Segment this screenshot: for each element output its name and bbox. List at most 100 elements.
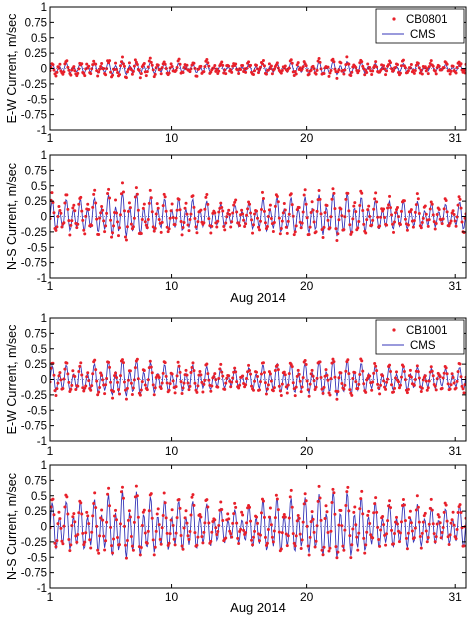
data-point (349, 391, 353, 395)
data-point (247, 200, 251, 204)
data-point (297, 516, 301, 520)
y-tick-label: 0.25 (25, 196, 47, 208)
data-point (446, 535, 450, 539)
data-point (442, 510, 446, 514)
data-point (75, 74, 79, 78)
data-point (458, 503, 462, 507)
data-point (305, 379, 309, 383)
data-point (85, 62, 89, 66)
data-point (111, 73, 115, 77)
data-point (80, 209, 84, 213)
data-point (437, 64, 441, 68)
data-point (237, 386, 241, 390)
data-point (164, 516, 168, 520)
data-point (231, 376, 235, 380)
data-point (195, 74, 199, 78)
data-point (354, 523, 358, 527)
data-point (117, 388, 121, 392)
y-tick-label: 0.5 (31, 344, 47, 356)
data-point (206, 372, 210, 376)
y-axis-label: E-W Current, m/sec (5, 14, 19, 124)
data-point (112, 537, 116, 541)
data-point (279, 71, 283, 75)
data-point (311, 374, 315, 378)
data-point (403, 519, 407, 523)
data-point (209, 389, 213, 393)
data-point (213, 64, 217, 68)
data-point (69, 73, 73, 77)
data-point (186, 534, 190, 538)
data-point (213, 518, 217, 522)
data-point (216, 219, 220, 223)
data-point (275, 363, 279, 367)
data-point (97, 551, 101, 555)
data-point (389, 369, 393, 373)
data-point (72, 512, 76, 516)
data-point (104, 224, 108, 228)
data-point (331, 187, 335, 191)
data-point (370, 388, 374, 392)
panel-4: 10.750.50.250-0.25-0.5-0.75-11 10 20 31N-S … (5, 460, 467, 615)
data-point (59, 526, 63, 530)
data-point (185, 521, 189, 525)
data-point (303, 358, 307, 362)
data-point (92, 502, 96, 506)
data-point (177, 498, 181, 502)
data-point (201, 541, 205, 545)
data-point (362, 382, 366, 386)
data-point (177, 197, 181, 201)
data-point (207, 521, 211, 525)
data-point (301, 65, 305, 69)
data-point (251, 543, 255, 547)
data-point (267, 515, 271, 519)
data-point (425, 388, 429, 392)
data-point (374, 191, 378, 195)
data-point (312, 379, 316, 383)
data-point (241, 63, 245, 67)
data-point (194, 225, 198, 229)
data-point (365, 218, 369, 222)
data-point (61, 387, 65, 391)
data-point (399, 520, 403, 524)
data-point (315, 209, 319, 213)
data-point (320, 387, 324, 391)
data-point (241, 374, 245, 378)
data-point (109, 525, 113, 529)
data-point (183, 206, 187, 210)
data-point (326, 65, 330, 69)
data-point (378, 224, 382, 228)
data-point (257, 388, 261, 392)
y-tick-label: 0.75 (25, 328, 47, 340)
data-point (253, 212, 257, 216)
data-point (213, 372, 217, 376)
data-point (461, 387, 465, 391)
data-point (97, 232, 101, 236)
data-point (394, 211, 398, 215)
data-point (217, 210, 221, 214)
data-point (246, 207, 250, 211)
data-point (306, 544, 310, 548)
data-point (267, 370, 271, 374)
data-point (128, 515, 132, 519)
data-point (99, 64, 103, 68)
data-point (51, 201, 55, 205)
data-point (448, 533, 452, 537)
data-point (230, 220, 234, 224)
data-point (417, 211, 421, 215)
data-point (394, 520, 398, 524)
data-point (101, 518, 105, 522)
data-point (88, 538, 92, 542)
data-point (417, 376, 421, 380)
data-point (365, 530, 369, 534)
data-point (349, 73, 353, 77)
data-point (277, 530, 281, 534)
data-point (323, 516, 327, 520)
y-tick-label: 1 (41, 2, 47, 14)
data-point (50, 191, 54, 195)
data-point (220, 370, 224, 374)
data-point (142, 508, 146, 512)
data-point (231, 211, 235, 215)
data-point (104, 383, 108, 387)
data-point (202, 382, 206, 386)
data-point (207, 378, 211, 382)
